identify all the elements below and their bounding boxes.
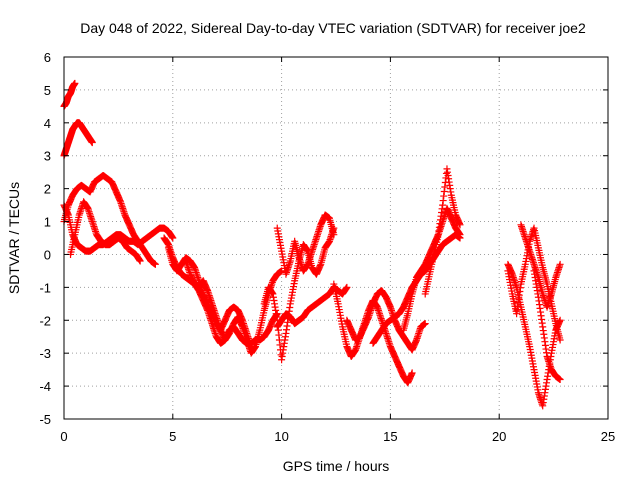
chart-title: Day 048 of 2022, Sidereal Day-to-day VTE… (80, 20, 586, 36)
series-arc-m (343, 287, 429, 354)
x-tick-label: 0 (60, 429, 67, 444)
y-tick-label: 2 (44, 182, 51, 197)
y-tick-label: 0 (44, 247, 51, 262)
x-tick-label: 5 (169, 429, 176, 444)
plot-frame (63, 56, 609, 420)
data-point (408, 369, 416, 377)
series-arc-p (421, 165, 464, 298)
y-tick-label: 4 (44, 116, 51, 131)
data-marks (60, 79, 564, 410)
y-tick-label: -5 (39, 412, 51, 427)
series-arc-n (369, 231, 464, 347)
data-point (456, 221, 464, 229)
series-arc-q (504, 260, 564, 410)
data-point (169, 234, 177, 242)
data-point (136, 257, 144, 265)
series-arc-b (60, 119, 96, 160)
y-tick-label: -3 (39, 346, 51, 361)
series-arc-e (67, 198, 144, 265)
data-point (71, 79, 79, 87)
data-point (556, 316, 564, 324)
data-point (88, 139, 96, 147)
series-arc-a (60, 79, 79, 110)
data-point (343, 283, 351, 291)
y-axis-label: SDTVAR / TECUs (6, 182, 22, 294)
x-axis-label: GPS time / hours (283, 458, 390, 474)
y-tick-label: 1 (44, 215, 51, 230)
y-tick-label: -2 (39, 313, 51, 328)
x-tick-label: 25 (601, 429, 615, 444)
data-point (151, 260, 159, 268)
series-arc-d (60, 171, 159, 268)
axis-ticks: 0 5 10 15 20 25 -5 -4 -3 -2 -1 0 1 2 3 4 5 6 (39, 50, 615, 444)
data-point (456, 231, 464, 239)
data-point (330, 231, 338, 239)
x-tick-label: 15 (383, 429, 397, 444)
series-arc-h (182, 257, 286, 357)
data-point (556, 336, 564, 344)
data-point (421, 320, 429, 328)
y-tick-label: 3 (44, 149, 51, 164)
series-arc-j (273, 211, 338, 278)
series-arc-s (517, 221, 564, 311)
y-tick-label: -4 (39, 379, 51, 394)
y-tick-label: -1 (39, 280, 51, 295)
y-tick-label: 6 (44, 50, 51, 65)
series-arc-r (504, 224, 564, 344)
x-tick-label: 20 (492, 429, 506, 444)
y-tick-label: 5 (44, 83, 51, 98)
series-arc-t (530, 267, 564, 384)
data-point (556, 260, 564, 268)
data-point (556, 376, 564, 384)
x-tick-label: 10 (274, 429, 288, 444)
